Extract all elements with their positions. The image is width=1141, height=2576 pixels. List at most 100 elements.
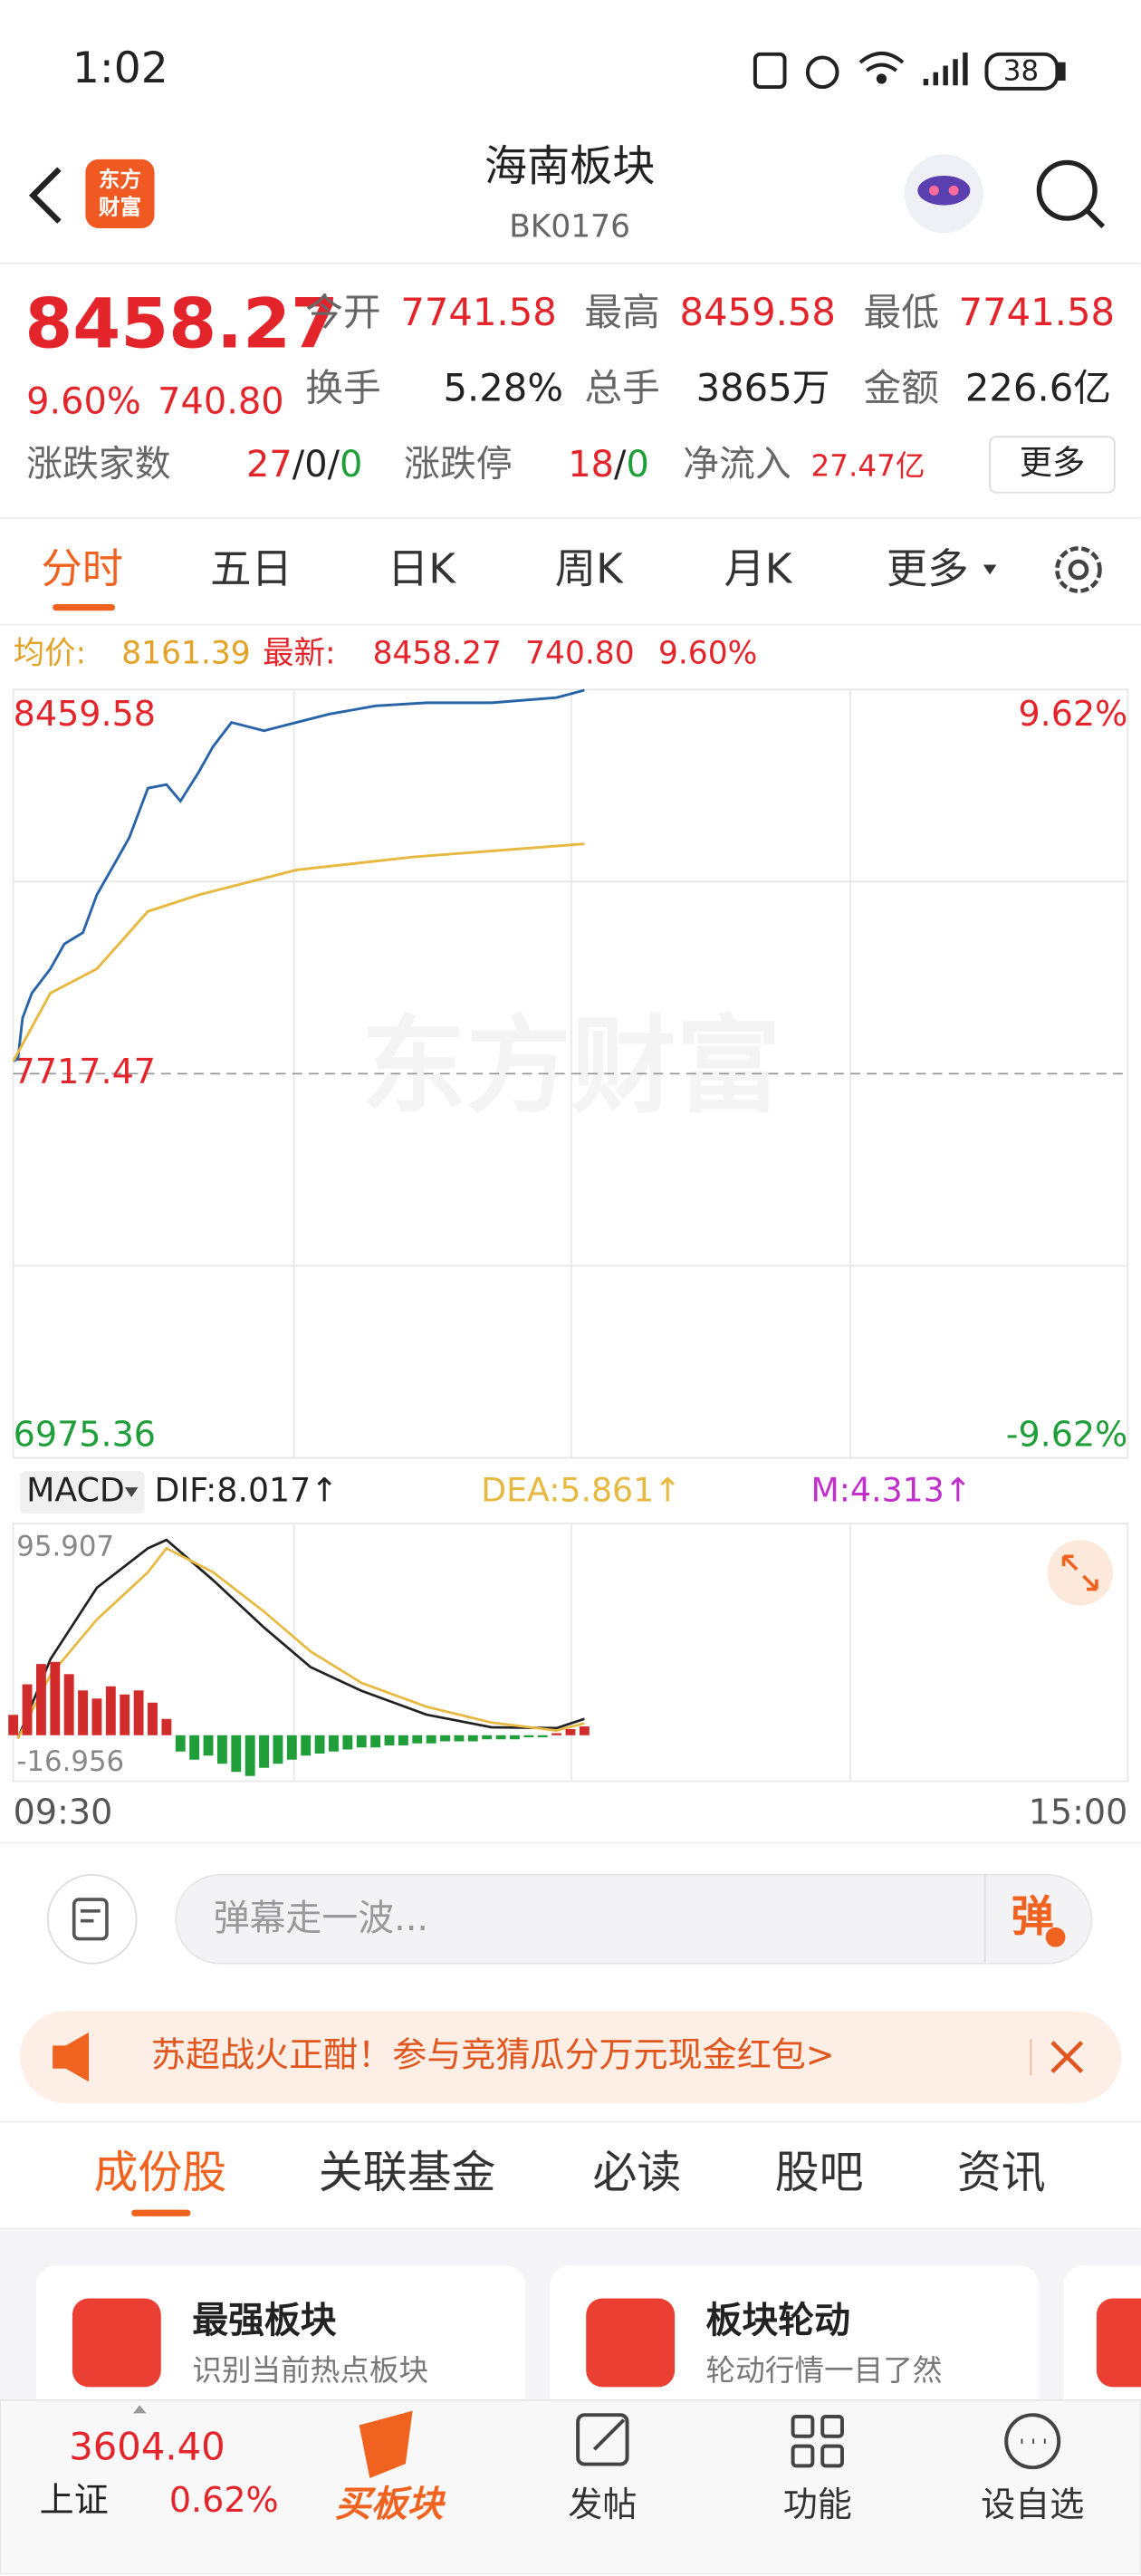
close-banner[interactable] bbox=[1050, 2041, 1084, 2073]
last-price: 8458.27 bbox=[373, 636, 502, 672]
logo bbox=[85, 159, 155, 228]
histogram-bar bbox=[314, 1735, 325, 1754]
legend-entry: DEA:5.861↑ bbox=[481, 1471, 681, 1510]
nav-item[interactable]: 功能 bbox=[783, 2485, 852, 2524]
search-button[interactable] bbox=[1036, 159, 1106, 229]
field-value: 226.6亿 bbox=[965, 365, 1111, 409]
change: 740.80 bbox=[158, 380, 283, 422]
indicator-name[interactable]: MACD bbox=[26, 1471, 125, 1510]
histogram-bar bbox=[482, 1735, 493, 1740]
nav-item[interactable]: 买板块 bbox=[335, 2484, 446, 2525]
content-tab[interactable]: 资讯 bbox=[957, 2147, 1046, 2198]
last-price: 8458.27 bbox=[24, 283, 339, 363]
indicator-selector[interactable] bbox=[19, 1471, 145, 1514]
breadth: 27/0/0 bbox=[246, 443, 362, 485]
index-name[interactable]: 上证 bbox=[40, 2480, 109, 2520]
last-label: 最新: bbox=[263, 636, 335, 672]
nav-item[interactable]: 发帖 bbox=[568, 2485, 637, 2524]
logo-text: 财富 bbox=[99, 195, 141, 220]
x-tick-label: 09:30 bbox=[14, 1792, 113, 1831]
period-tab[interactable]: 五日 bbox=[210, 544, 292, 592]
content-tab[interactable]: 股吧 bbox=[775, 2147, 864, 2198]
histogram-bar bbox=[35, 1664, 46, 1735]
card-icon bbox=[72, 2298, 161, 2388]
comment-input[interactable] bbox=[175, 1873, 1093, 1965]
histogram-bar bbox=[412, 1735, 423, 1744]
card-title[interactable]: 最强板块 bbox=[192, 2300, 337, 2341]
field-value: 7741.58 bbox=[400, 290, 556, 334]
histogram-bar bbox=[161, 1718, 172, 1735]
histogram-bar bbox=[510, 1735, 520, 1740]
content-tab[interactable]: 必读 bbox=[592, 2147, 681, 2198]
field-label: 换手 bbox=[305, 365, 380, 409]
banner[interactable] bbox=[19, 2011, 1122, 2103]
more-button-label[interactable]: 更多 bbox=[1020, 443, 1086, 482]
nav-item[interactable]: 设自选 bbox=[981, 2485, 1084, 2524]
histogram-bar bbox=[148, 1702, 158, 1735]
legend-entry: M:4.313↑ bbox=[811, 1471, 973, 1510]
y2-tick-label: 9.62% bbox=[1018, 694, 1127, 734]
histogram-bar bbox=[216, 1735, 227, 1764]
histogram-bar bbox=[63, 1674, 74, 1735]
change: 740.80 bbox=[525, 636, 634, 672]
period-tab[interactable]: 分时 bbox=[41, 544, 123, 592]
page-title: 海南板块 bbox=[484, 142, 655, 192]
y-tick-label: -16.956 bbox=[16, 1745, 124, 1778]
histogram-bar bbox=[440, 1735, 450, 1742]
avg-label: 均价: bbox=[14, 636, 86, 672]
flat-count: 0 bbox=[304, 443, 327, 485]
histogram-bar bbox=[565, 1729, 576, 1735]
histogram-bar bbox=[454, 1735, 465, 1742]
histogram-bar bbox=[189, 1735, 200, 1760]
histogram-bar bbox=[231, 1735, 242, 1773]
y-tick-label: 6975.36 bbox=[14, 1414, 156, 1454]
price-line bbox=[13, 688, 585, 1062]
note-button[interactable] bbox=[46, 1873, 138, 1965]
logo-text: 东方 bbox=[99, 167, 141, 192]
assistant-button[interactable] bbox=[904, 154, 983, 234]
field-label: 最低 bbox=[864, 290, 939, 334]
sector-code: BK0176 bbox=[509, 208, 630, 245]
limit-down: 0 bbox=[626, 443, 648, 485]
card-subtitle[interactable]: 识别当前热点板块 bbox=[192, 2353, 428, 2388]
index-change[interactable]: 0.62% bbox=[169, 2480, 279, 2520]
histogram-bar bbox=[133, 1690, 144, 1735]
period-tab[interactable]: 日K bbox=[388, 544, 456, 592]
expand-button[interactable] bbox=[1047, 1540, 1114, 1606]
histogram-bar bbox=[50, 1661, 61, 1735]
divider bbox=[0, 1841, 1141, 1844]
limits-label: 涨跌停 bbox=[404, 443, 513, 485]
legend-entry: DIF:8.017↑ bbox=[155, 1471, 339, 1510]
field-label: 总手 bbox=[584, 365, 659, 409]
field-value: 8459.58 bbox=[680, 290, 836, 334]
breadth-label: 涨跌家数 bbox=[26, 443, 170, 485]
period-tab[interactable]: 月K bbox=[724, 544, 792, 592]
x-tick-label: 15:00 bbox=[1029, 1792, 1128, 1831]
index-value[interactable]: 3604.40 bbox=[69, 2424, 225, 2468]
net-inflow-label: 净流入 bbox=[683, 443, 791, 485]
card-title[interactable]: 板块轮动 bbox=[706, 2300, 850, 2341]
period-tab[interactable]: 更多 bbox=[887, 544, 969, 592]
histogram-bar bbox=[495, 1735, 506, 1740]
card-subtitle[interactable]: 轮动行情一目了然 bbox=[706, 2353, 943, 2388]
period-tab[interactable]: 周K bbox=[555, 544, 624, 592]
status-icons bbox=[753, 51, 1066, 91]
histogram-bar bbox=[105, 1686, 116, 1735]
field-label: 最高 bbox=[584, 290, 659, 334]
histogram-bar bbox=[467, 1735, 478, 1742]
content-tab[interactable]: 成份股 bbox=[93, 2147, 226, 2198]
y2-tick-label: -9.62% bbox=[1006, 1414, 1128, 1454]
card-icon bbox=[1096, 2298, 1141, 2388]
settings-button[interactable] bbox=[1055, 546, 1102, 593]
histogram-bar bbox=[286, 1735, 297, 1760]
histogram-bar bbox=[356, 1735, 367, 1748]
histogram-bar bbox=[384, 1735, 395, 1745]
more-button[interactable] bbox=[989, 436, 1116, 494]
histogram-bar bbox=[273, 1735, 283, 1764]
histogram-bar bbox=[579, 1726, 590, 1735]
banner-text[interactable]: 苏超战火正酣！参与竞猜瓜分万元现金红包> bbox=[151, 2035, 835, 2075]
content-tab[interactable]: 关联基金 bbox=[319, 2147, 496, 2198]
comment-placeholder[interactable]: 弹幕走一波... bbox=[214, 1898, 428, 1939]
back-button[interactable] bbox=[28, 167, 62, 224]
